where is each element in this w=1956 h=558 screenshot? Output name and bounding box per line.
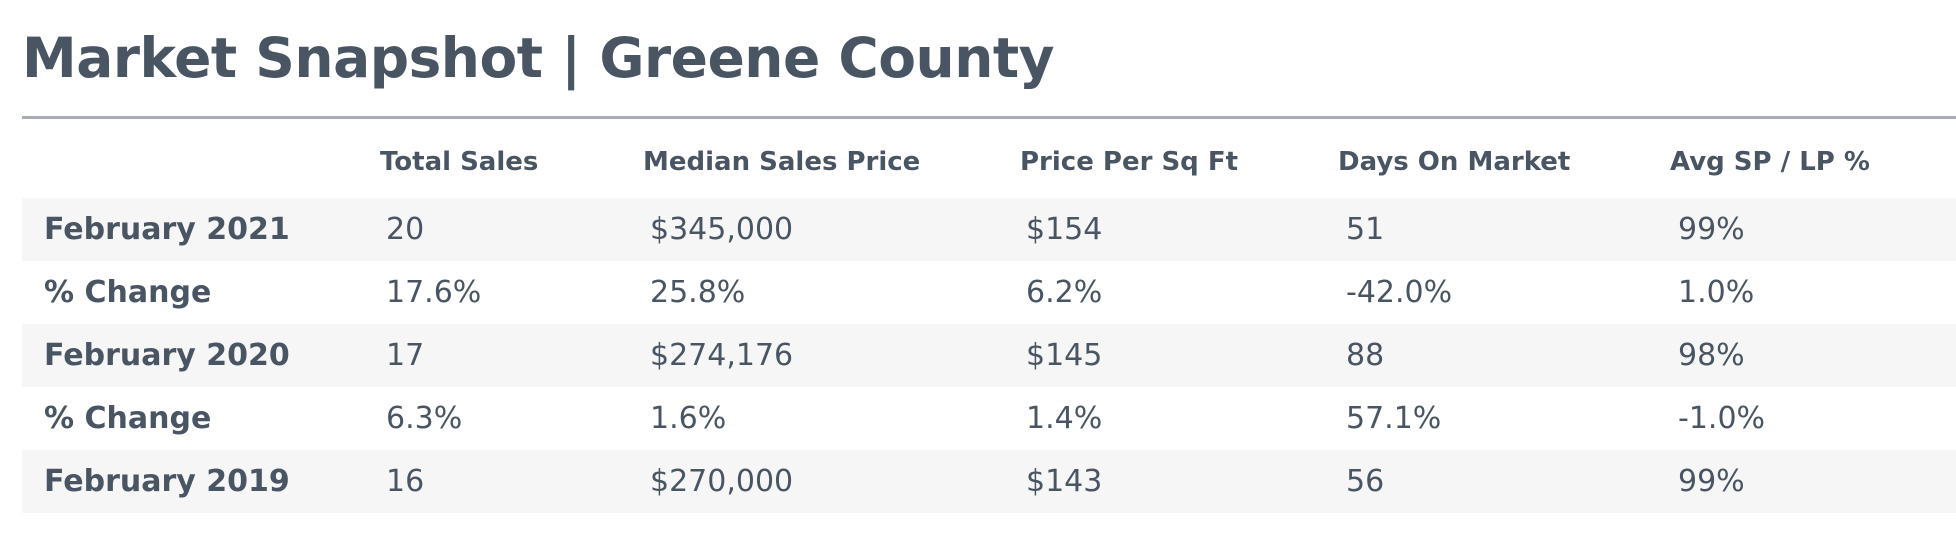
price-per-sq-ft-cell: 1.4% <box>1026 401 1103 436</box>
table-row: February 2020 17 $274,176 $145 88 98% <box>22 324 1956 387</box>
table-row: February 2021 20 $345,000 $154 51 99% <box>22 198 1956 261</box>
median-sales-price-cell: 1.6% <box>650 401 727 436</box>
column-header-total-sales: Total Sales <box>380 147 539 177</box>
price-per-sq-ft-cell: 6.2% <box>1026 275 1103 310</box>
column-header-avg-sp-lp: Avg SP / LP % <box>1670 147 1870 177</box>
row-label: February 2021 <box>44 212 290 247</box>
median-sales-price-cell: $274,176 <box>650 338 794 373</box>
days-on-market-cell: 56 <box>1346 464 1385 499</box>
avg-sp-lp-cell: -1.0% <box>1678 401 1766 436</box>
table-row: February 2019 16 $270,000 $143 56 99% <box>22 450 1956 513</box>
table-row: % Change 17.6% 25.8% 6.2% -42.0% 1.0% <box>22 261 1956 324</box>
table-header-row: Total Sales Median Sales Price Price Per… <box>22 136 1956 198</box>
days-on-market-cell: 51 <box>1346 212 1385 247</box>
days-on-market-cell: -42.0% <box>1346 275 1453 310</box>
column-header-median-sales-price: Median Sales Price <box>643 147 921 177</box>
row-label: % Change <box>44 275 212 310</box>
total-sales-cell: 6.3% <box>386 401 463 436</box>
avg-sp-lp-cell: 99% <box>1678 464 1745 499</box>
title-divider <box>22 116 1956 119</box>
avg-sp-lp-cell: 99% <box>1678 212 1745 247</box>
column-header-days-on-market: Days On Market <box>1338 147 1571 177</box>
page-title: Market Snapshot | Greene County <box>22 26 1055 90</box>
total-sales-cell: 20 <box>386 212 425 247</box>
price-per-sq-ft-cell: $143 <box>1026 464 1103 499</box>
median-sales-price-cell: $345,000 <box>650 212 794 247</box>
median-sales-price-cell: 25.8% <box>650 275 746 310</box>
total-sales-cell: 17 <box>386 338 425 373</box>
row-label: % Change <box>44 401 212 436</box>
median-sales-price-cell: $270,000 <box>650 464 794 499</box>
row-label: February 2020 <box>44 338 290 373</box>
avg-sp-lp-cell: 98% <box>1678 338 1745 373</box>
column-header-price-per-sq-ft: Price Per Sq Ft <box>1020 147 1239 177</box>
avg-sp-lp-cell: 1.0% <box>1678 275 1755 310</box>
market-snapshot-table: Total Sales Median Sales Price Price Per… <box>22 136 1956 513</box>
total-sales-cell: 16 <box>386 464 425 499</box>
days-on-market-cell: 57.1% <box>1346 401 1442 436</box>
table-row: % Change 6.3% 1.6% 1.4% 57.1% -1.0% <box>22 387 1956 450</box>
row-label: February 2019 <box>44 464 290 499</box>
total-sales-cell: 17.6% <box>386 275 482 310</box>
days-on-market-cell: 88 <box>1346 338 1385 373</box>
price-per-sq-ft-cell: $154 <box>1026 212 1103 247</box>
price-per-sq-ft-cell: $145 <box>1026 338 1103 373</box>
